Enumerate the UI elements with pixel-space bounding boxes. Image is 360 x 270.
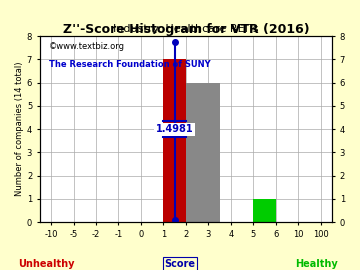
Text: Unhealthy: Unhealthy bbox=[19, 259, 75, 269]
Bar bbox=[253, 199, 276, 222]
Text: Industry: Healthcare REITs: Industry: Healthcare REITs bbox=[113, 24, 258, 34]
Text: The Research Foundation of SUNY: The Research Foundation of SUNY bbox=[49, 60, 210, 69]
Text: ©www.textbiz.org: ©www.textbiz.org bbox=[49, 42, 125, 51]
Title: Z''-Score Histogram for VTR (2016): Z''-Score Histogram for VTR (2016) bbox=[63, 23, 309, 36]
Bar bbox=[186, 83, 220, 222]
Text: 1.4981: 1.4981 bbox=[156, 124, 193, 134]
Text: Healthy: Healthy bbox=[296, 259, 338, 269]
Text: Score: Score bbox=[165, 259, 195, 269]
Y-axis label: Number of companies (14 total): Number of companies (14 total) bbox=[15, 62, 24, 196]
Bar bbox=[163, 59, 186, 222]
